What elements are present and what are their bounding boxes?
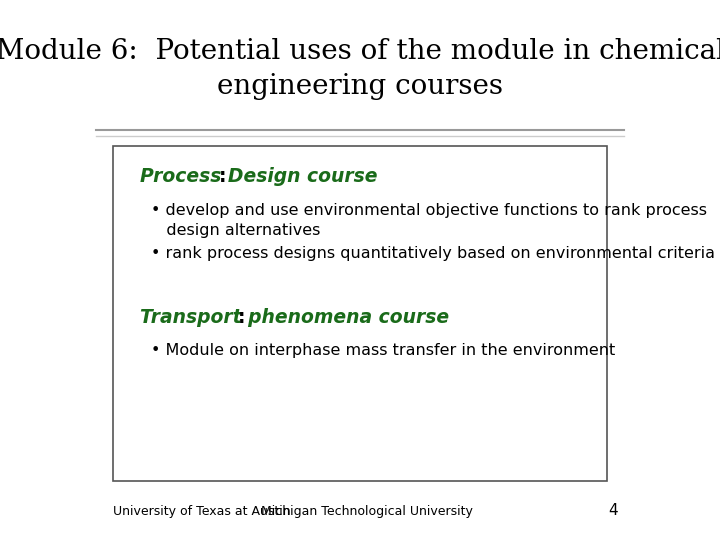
Text: • rank process designs quantitatively based on environmental criteria: • rank process designs quantitatively ba… xyxy=(151,246,716,261)
Text: 4: 4 xyxy=(608,503,618,518)
Text: Process Design course: Process Design course xyxy=(140,167,378,186)
Text: :: : xyxy=(219,167,226,186)
Text: Module 6:  Potential uses of the module in chemical
engineering courses: Module 6: Potential uses of the module i… xyxy=(0,38,720,100)
Text: • develop and use environmental objective functions to rank process
   design al: • develop and use environmental objectiv… xyxy=(151,202,707,239)
Text: Michigan Technological University: Michigan Technological University xyxy=(261,505,473,518)
Text: :: : xyxy=(238,308,245,327)
FancyBboxPatch shape xyxy=(113,146,607,481)
Text: • Module on interphase mass transfer in the environment: • Module on interphase mass transfer in … xyxy=(151,343,616,358)
Text: University of Texas at Austin: University of Texas at Austin xyxy=(113,505,291,518)
Text: Transport phenomena course: Transport phenomena course xyxy=(140,308,449,327)
